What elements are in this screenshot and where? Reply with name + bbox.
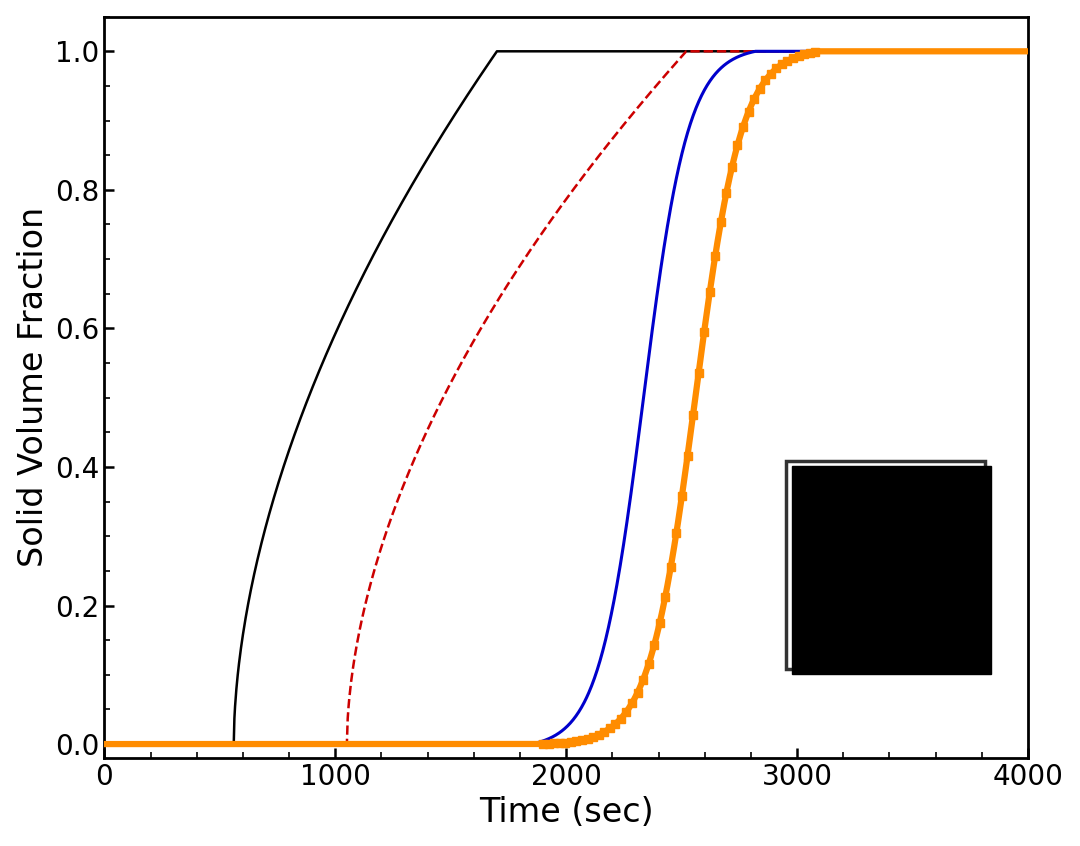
SH7: [779, 58, 792, 68]
SH1: [457, 96, 470, 107]
SH3: [379, 528, 392, 538]
SH3: [515, 257, 528, 267]
SH1: [363, 257, 376, 267]
SH5: [750, 47, 762, 57]
SH1: [227, 739, 240, 750]
SH1: [258, 528, 271, 538]
SH3: [1022, 47, 1035, 57]
SH1: [98, 739, 111, 750]
Line: SH7: SH7: [100, 47, 1032, 748]
SH7: [679, 461, 692, 471]
SH3: [679, 47, 692, 57]
SH7: [98, 739, 111, 750]
SH1: [402, 187, 415, 197]
SH5: [673, 158, 686, 168]
SH7: [720, 188, 733, 198]
SH3: [98, 739, 111, 750]
SH7: [1022, 47, 1035, 57]
SH5: [98, 739, 111, 750]
SH7: [567, 737, 580, 747]
Line: SH3: SH3: [105, 52, 1028, 744]
Line: SH5: SH5: [105, 52, 1028, 744]
SH3: [377, 536, 390, 546]
SH5: [551, 729, 564, 739]
Line: SH1: SH1: [105, 52, 1028, 744]
SH3: [340, 739, 353, 750]
SH1: [256, 536, 269, 546]
SH5: [1022, 47, 1035, 57]
Y-axis label: Solid Volume Fraction: Solid Volume Fraction: [16, 207, 50, 568]
SH5: [550, 730, 563, 740]
SH3: [636, 96, 649, 107]
SH1: [490, 47, 503, 57]
SH3: [565, 187, 578, 197]
SH5: [640, 364, 653, 374]
SH7: [568, 736, 581, 746]
X-axis label: Time (sec): Time (sec): [478, 796, 653, 829]
Legend: SH1, SH3, SH5, SH7: SH1, SH3, SH5, SH7: [785, 461, 985, 668]
SH7: [813, 47, 826, 57]
SH7: [537, 739, 550, 750]
SH5: [720, 58, 733, 69]
SH5: [525, 739, 538, 750]
SH1: [1022, 47, 1035, 57]
